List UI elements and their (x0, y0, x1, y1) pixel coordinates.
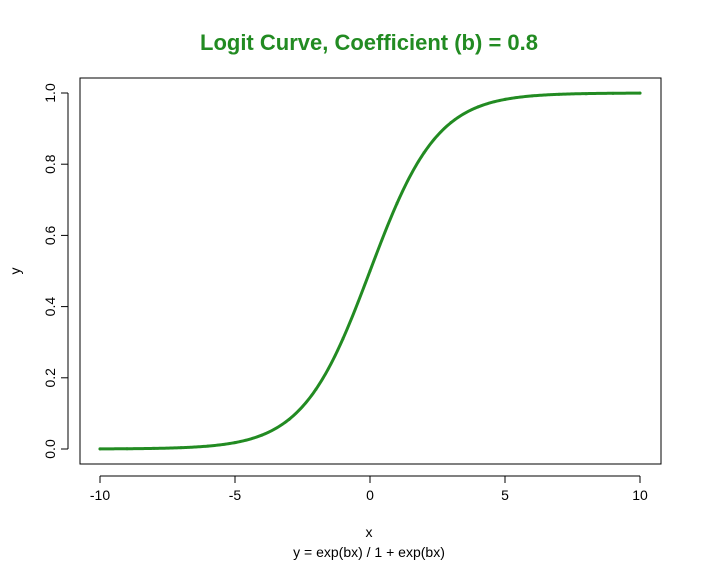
data-point (179, 446, 183, 450)
data-point (557, 92, 561, 96)
x-axis-label: x (366, 524, 373, 540)
data-point (611, 91, 615, 95)
data-point (341, 337, 345, 341)
data-point (530, 94, 534, 98)
x-tick-label: -10 (90, 487, 110, 503)
data-point (233, 441, 237, 445)
data-point (449, 121, 453, 125)
data-point (314, 387, 318, 391)
chart-title: Logit Curve, Coefficient (b) = 0.8 (200, 30, 538, 55)
data-point (125, 447, 129, 451)
data-point (476, 105, 480, 109)
curve-points (98, 91, 642, 451)
y-tick-label: 1.0 (42, 83, 58, 103)
x-tick-label: 0 (366, 487, 374, 503)
y-tick-label: 0.2 (42, 368, 58, 388)
y-tick-label: 0.8 (42, 154, 58, 174)
x-tick-label: -5 (229, 487, 242, 503)
data-point (638, 91, 642, 95)
data-point (503, 97, 507, 101)
y-axis-label: y (7, 268, 23, 275)
data-point (152, 446, 156, 450)
data-point (287, 417, 291, 421)
chart-subtitle: y = exp(bx) / 1 + exp(bx) (293, 544, 445, 560)
y-tick-label: 0.6 (42, 225, 58, 245)
plot-area-frame (79, 77, 662, 465)
data-point (260, 433, 264, 437)
y-tick-label: 0.0 (42, 439, 58, 459)
data-point (395, 201, 399, 205)
x-tick-label: 10 (632, 487, 648, 503)
y-tick-label: 0.4 (42, 297, 58, 317)
data-point (584, 92, 588, 96)
data-point (422, 151, 426, 155)
data-point (98, 447, 102, 451)
x-axis: -10 -5 0 5 10 (90, 475, 648, 503)
data-point (368, 269, 372, 273)
data-point (206, 444, 210, 448)
y-axis: 0.0 0.2 0.4 0.6 0.8 1.0 (42, 83, 69, 459)
x-tick-label: 5 (501, 487, 509, 503)
